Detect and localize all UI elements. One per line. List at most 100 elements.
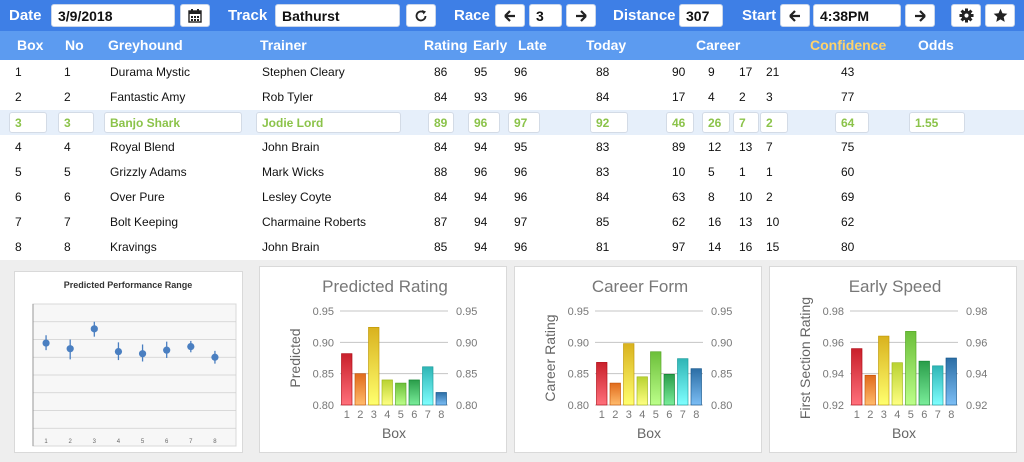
greyhound-cell: Durama Mystic <box>110 65 191 79</box>
x-axis-label: Box <box>637 425 661 441</box>
x-tick-label: 1 <box>599 409 605 421</box>
predicted-rating-chart: Predicted Rating 0.80 0.80 0.85 0.85 0.90 0.90… <box>287 277 477 441</box>
career-wins-cell: 9 <box>708 65 715 79</box>
career-thirds-cell[interactable]: 2 <box>760 112 788 133</box>
table-row[interactable]: 8 8 Kravings John Brain 85 94 96 81 97 14 16 15 80 <box>0 235 1024 260</box>
performance-range-chart: Predicted Performance Range 1 2 3 4 5 6 7 8 <box>32 280 237 447</box>
race-prev-button[interactable] <box>495 4 525 27</box>
rating-cell[interactable]: 89 <box>428 112 454 133</box>
bar-box-5 <box>395 382 407 406</box>
career-starts-cell[interactable]: 46 <box>666 112 694 133</box>
race-label: Race <box>454 7 490 24</box>
box-cell[interactable]: 3 <box>9 112 47 133</box>
gear-icon <box>958 8 974 23</box>
column-header-today[interactable]: Today <box>586 37 627 53</box>
bar-box-8 <box>690 368 702 406</box>
column-header-odds[interactable]: Odds <box>918 37 954 53</box>
x-tick-label: 8 <box>213 439 217 445</box>
y2-tick-label: 0.98 <box>966 306 987 318</box>
column-header-career[interactable]: Career <box>696 37 741 53</box>
greyhound-cell: Kravings <box>110 240 157 254</box>
range-point-6 <box>163 346 171 354</box>
x-tick-label: 4 <box>894 409 900 421</box>
table-row[interactable]: 3 3 Banjo Shark Jodie Lord 89 96 97 92 46 26 7 2 64 1… <box>0 110 1024 135</box>
x-tick-label: 6 <box>165 439 169 445</box>
late-cell: 96 <box>514 240 528 254</box>
y-axis-label: Predicted <box>287 328 303 387</box>
x-tick-label: 2 <box>867 409 873 421</box>
career-starts-cell: 63 <box>672 190 686 204</box>
greyhound-cell: Grizzly Adams <box>110 165 187 179</box>
date-input[interactable]: 3/9/2018 <box>51 4 175 27</box>
table-row[interactable]: 4 4 Royal Blend John Brain 84 94 95 83 89 12 13 7 75 <box>0 135 1024 160</box>
late-cell: 96 <box>514 90 528 104</box>
x-tick-label: 4 <box>384 409 390 421</box>
table-row[interactable]: 5 5 Grizzly Adams Mark Wicks 88 96 96 83 10 5 1 1 60 <box>0 160 1024 185</box>
column-header-confidence[interactable]: Confidence <box>810 37 887 53</box>
confidence-cell: 62 <box>841 215 855 229</box>
table-row[interactable]: 2 2 Fantastic Amy Rob Tyler 84 93 96 84 17 4 2 3 77 <box>0 85 1024 110</box>
late-cell: 96 <box>514 165 528 179</box>
career-wins-cell[interactable]: 26 <box>702 112 730 133</box>
x-tick-label: 4 <box>639 409 645 421</box>
x-tick-label: 2 <box>69 439 73 445</box>
career-seconds-cell[interactable]: 7 <box>733 112 759 133</box>
late-cell[interactable]: 97 <box>508 112 540 133</box>
table-row[interactable]: 1 1 Durama Mystic Stephen Cleary 86 95 96 88 90 9… <box>0 60 1024 85</box>
career-starts-cell: 10 <box>672 165 686 179</box>
x-tick-label: 2 <box>357 409 363 421</box>
late-cell: 95 <box>514 140 528 154</box>
column-header-trainer[interactable]: Trainer <box>260 37 307 53</box>
y2-tick-label: 0.96 <box>966 337 987 349</box>
race-next-button[interactable] <box>566 4 596 27</box>
distance-input[interactable]: 307 <box>679 4 723 27</box>
number-cell[interactable]: 3 <box>58 112 94 133</box>
career-starts-cell: 89 <box>672 140 686 154</box>
refresh-icon <box>415 9 427 21</box>
start-prev-button[interactable] <box>780 4 810 27</box>
refresh-button[interactable] <box>406 4 436 27</box>
greyhound-cell[interactable]: Banjo Shark <box>104 112 242 133</box>
track-input[interactable]: Bathurst <box>275 4 400 27</box>
start-next-button[interactable] <box>905 4 935 27</box>
x-tick-label: 6 <box>921 409 927 421</box>
race-input[interactable]: 3 <box>529 4 562 27</box>
career-thirds-cell: 2 <box>766 190 773 204</box>
column-header-rating[interactable]: Rating <box>424 37 468 53</box>
column-header-late[interactable]: Late <box>518 37 547 53</box>
settings-button[interactable] <box>951 4 981 27</box>
late-cell: 97 <box>514 215 528 229</box>
career-starts-cell: 90 <box>672 65 686 79</box>
rating-cell: 88 <box>434 165 448 179</box>
chart-title: Predicted Rating <box>322 277 448 296</box>
early-speed-chart: Early Speed 0.92 0.92 0.94 0.94 0.96 0.96 0.98 0… <box>797 277 987 441</box>
y-tick-label: 0.85 <box>568 369 589 381</box>
column-header-no[interactable]: No <box>65 37 84 53</box>
y-tick-label: 0.80 <box>313 400 334 412</box>
confidence-cell[interactable]: 64 <box>835 112 869 133</box>
start-time-input[interactable]: 4:38PM <box>813 4 901 27</box>
bar-box-7 <box>677 358 689 406</box>
bar-box-5 <box>650 351 662 406</box>
career-starts-cell: 97 <box>672 240 686 254</box>
bar-box-6 <box>918 360 930 406</box>
column-header-greyhound[interactable]: Greyhound <box>108 37 183 53</box>
early-cell[interactable]: 96 <box>468 112 500 133</box>
calendar-button[interactable] <box>180 4 210 27</box>
distance-label: Distance <box>613 7 676 24</box>
confidence-cell: 69 <box>841 190 855 204</box>
column-header-early[interactable]: Early <box>473 37 508 53</box>
today-cell[interactable]: 92 <box>590 112 628 133</box>
column-header-box[interactable]: Box <box>17 37 44 53</box>
box-cell: 7 <box>15 215 22 229</box>
bar-box-5 <box>905 331 917 406</box>
rating-cell: 87 <box>434 215 448 229</box>
odds-cell[interactable]: 1.55 <box>909 112 965 133</box>
trainer-cell[interactable]: Jodie Lord <box>256 112 401 133</box>
trainer-cell: John Brain <box>262 140 320 154</box>
table-row[interactable]: 6 6 Over Pure Lesley Coyte 84 94 96 84 63 8 10 2 69 <box>0 185 1024 210</box>
table-row[interactable]: 7 7 Bolt Keeping Charmaine Roberts 87 94 97 85 6… <box>0 210 1024 235</box>
favorite-button[interactable] <box>985 4 1015 27</box>
early-cell: 94 <box>474 240 488 254</box>
career-wins-cell: 12 <box>708 140 722 154</box>
